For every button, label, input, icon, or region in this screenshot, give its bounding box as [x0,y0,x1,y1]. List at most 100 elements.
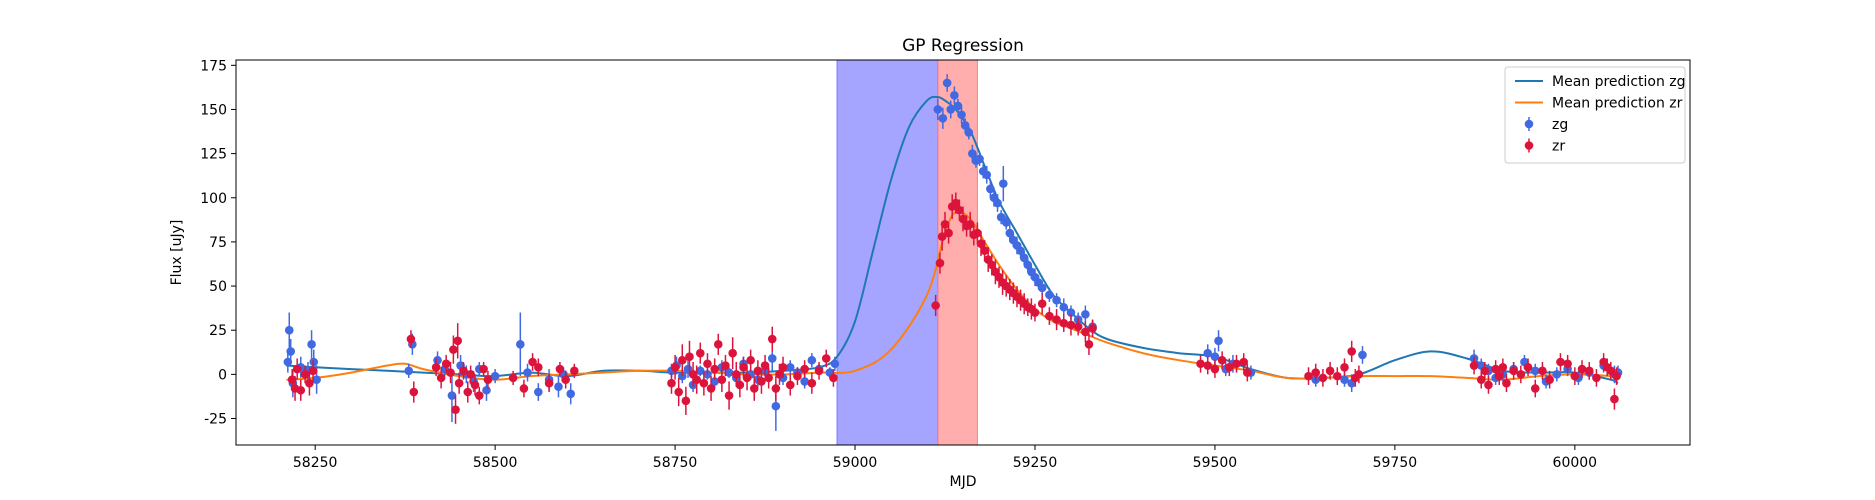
zr-point [670,362,680,372]
zr-point [735,380,745,390]
band-blue [836,59,939,446]
legend-marker-swatch [1524,141,1534,150]
zr-point [1243,368,1252,377]
zr-point [1502,378,1511,388]
zr-point [1066,320,1076,330]
zr-point [706,384,716,393]
zr-point [292,364,302,374]
zg-point [938,113,948,123]
zr-point [1325,366,1335,376]
zr-point [1030,308,1040,317]
zr-point [829,373,838,383]
zr-point [785,380,795,390]
zr-point [305,378,314,388]
zr-point [508,373,518,383]
zr-point [1304,371,1313,381]
zr-point [793,371,802,381]
x-axis-title: MJD [950,474,977,490]
zg-point [1340,375,1349,384]
zr-point [1545,375,1554,384]
x-tick-label: 59500 [1193,455,1238,471]
zr-point [1530,384,1540,393]
zg-point [1081,310,1090,319]
zr-point [308,366,318,376]
x-tick-label: 59000 [833,455,878,471]
zg-point [960,121,970,130]
zg-point [490,371,500,381]
zr-point [1311,368,1321,377]
y-tick-label: 150 [200,102,227,118]
zr-point [1239,357,1249,367]
zg-point [1037,283,1047,293]
zr-point [451,405,460,414]
zg-point [946,105,956,114]
zg-point [986,184,995,194]
zr-point [674,387,683,397]
zg-point [942,78,952,88]
zg-point [710,377,719,386]
zr-point [544,378,554,388]
zr-point [1052,315,1061,324]
x-tick-label: 58250 [293,455,338,471]
zr-point [1217,355,1227,365]
zr-point [1347,347,1356,356]
x-tick-label: 58750 [653,455,698,471]
zg-point [964,128,974,137]
zg-point [695,366,705,376]
y-tick-label: -25 [204,412,227,428]
band-red [937,59,978,446]
zr-point [713,340,723,349]
zr-point [1088,324,1097,333]
zg-point [312,375,321,384]
zr-point [1484,380,1493,390]
zr-point [746,355,755,365]
zr-point [667,378,676,388]
zg-point [830,359,840,369]
zr-point [1081,327,1090,337]
zr-point [1523,362,1533,372]
zr-point [749,384,759,393]
zr-point [955,205,964,215]
zg-point [1001,218,1011,227]
zr-point [555,364,565,374]
zr-point [1610,394,1619,404]
zr-point [466,370,475,379]
zr-point [821,354,831,363]
zg-point [554,382,563,392]
highlight-bands [836,59,978,446]
plot-frame [235,59,1691,446]
zr-point [710,364,719,374]
zr-point [1494,371,1504,381]
zr-point [1516,370,1526,379]
zr-point [980,246,989,256]
zr-point [436,373,446,383]
zr-point [1059,318,1069,328]
zr-point [685,352,694,361]
zg-point [957,110,966,120]
zg-point [975,154,984,164]
zr-point [753,366,763,376]
zr-point [958,214,968,224]
observation-points [283,74,1623,431]
zr-point [703,359,712,369]
x-tick-label: 59750 [1373,455,1418,471]
zr-point [1563,359,1572,369]
zr-point [931,301,940,310]
zr-point [800,364,809,374]
zr-point [940,219,950,229]
zg-point [516,340,525,349]
zr-point [695,348,705,358]
legend-items: Mean prediction zg Mean prediction zr zg zr [1515,74,1686,155]
series-zr-points [287,192,1621,424]
zg-point [999,179,1008,188]
y-tick-label: 175 [200,58,227,74]
x-tick-label: 60000 [1553,455,1598,471]
zg-point [566,389,576,399]
legend-box [1504,66,1686,164]
zg-point [286,347,296,356]
zg-point [800,377,809,386]
zr-point [1577,364,1587,374]
zr-point [300,370,310,379]
y-axis-title: Flux [uJy] [169,220,185,286]
